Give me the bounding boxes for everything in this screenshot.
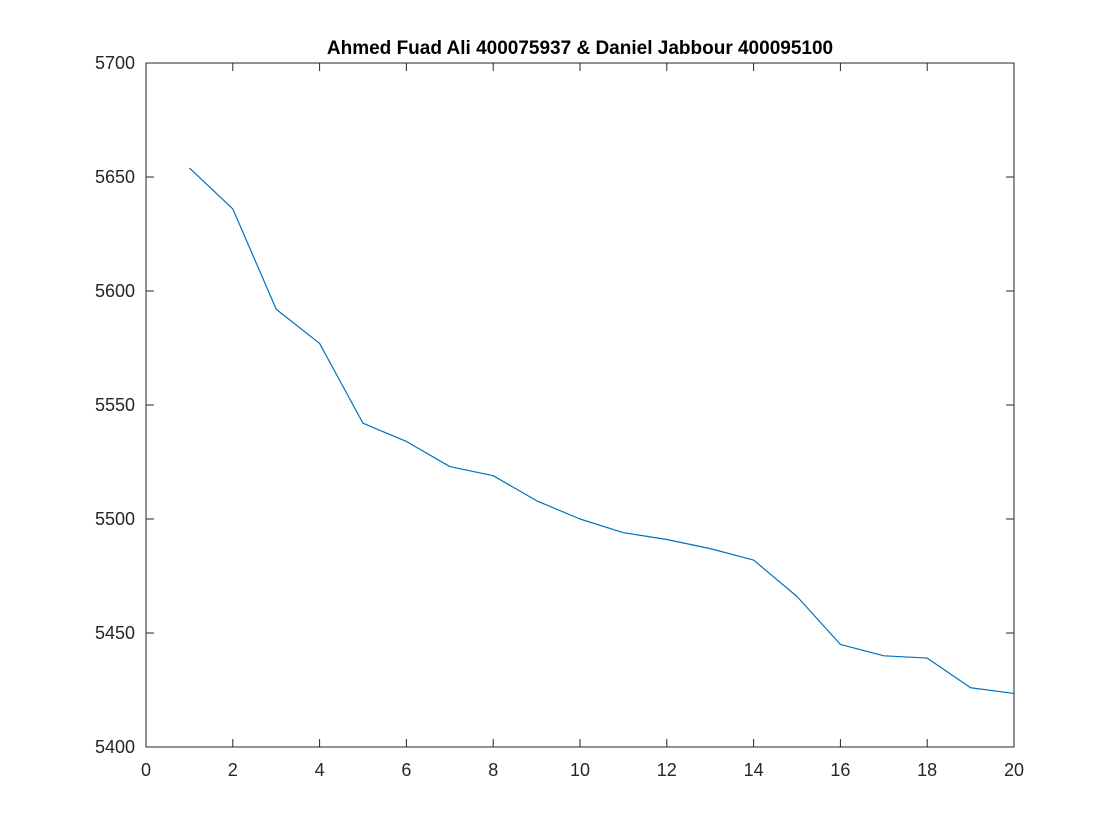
series-line	[188, 167, 1015, 695]
x-tick-label: 2	[228, 760, 238, 780]
chart-title: Ahmed Fuad Ali 400075937 & Daniel Jabbou…	[327, 38, 833, 59]
y-tick-label: 5400	[95, 737, 135, 757]
x-tick-label: 12	[657, 760, 677, 780]
y-tick-label: 5650	[95, 167, 135, 187]
y-tick-label: 5500	[95, 509, 135, 529]
x-axis-ticks: 0 2 4 6 8 10 12 14 16 18 20	[141, 63, 1024, 780]
x-tick-label: 8	[488, 760, 498, 780]
x-tick-label: 0	[141, 760, 151, 780]
x-tick-label: 20	[1004, 760, 1024, 780]
x-tick-label: 18	[917, 760, 937, 780]
plot-area	[145, 62, 1015, 748]
y-tick-label: 5550	[95, 395, 135, 415]
y-tick-label: 5450	[95, 623, 135, 643]
x-tick-label: 10	[570, 760, 590, 780]
series-layer	[188, 167, 1015, 695]
y-axis-ticks: 5400 5450 5500 5550 5600 5650 5700	[95, 53, 1014, 757]
y-tick-label: 5600	[95, 281, 135, 301]
y-tick-label: 5700	[95, 53, 135, 73]
x-tick-label: 14	[744, 760, 764, 780]
x-tick-label: 4	[315, 760, 325, 780]
x-tick-label: 16	[830, 760, 850, 780]
x-tick-label: 6	[401, 760, 411, 780]
